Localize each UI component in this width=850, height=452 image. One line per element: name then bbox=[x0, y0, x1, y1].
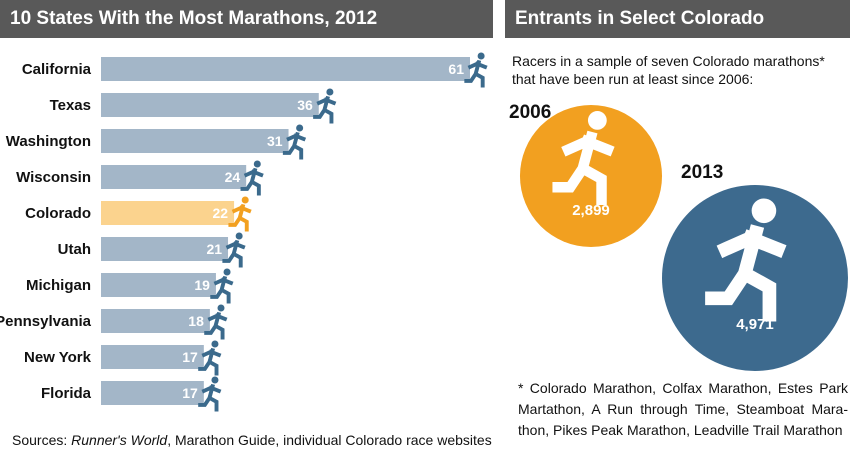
runner-icon-head bbox=[235, 232, 243, 240]
runner-icon bbox=[240, 160, 264, 196]
value-label: 31 bbox=[267, 133, 283, 149]
runner-icon-body bbox=[705, 224, 787, 322]
sources-prefix: Sources: bbox=[12, 432, 72, 448]
runner-icon-head bbox=[253, 160, 261, 168]
bar-chart-title: 10 States With the Most Marathons, 2012 bbox=[0, 0, 493, 38]
bar bbox=[101, 237, 229, 261]
category-label: New York bbox=[24, 349, 92, 366]
runner-icon-body bbox=[204, 311, 228, 340]
runner-icon bbox=[198, 340, 222, 376]
runner-icon-head bbox=[477, 52, 485, 60]
category-label: Utah bbox=[58, 241, 91, 258]
runner-icon-head bbox=[211, 376, 219, 384]
bar bbox=[101, 93, 319, 117]
category-label: California bbox=[22, 61, 92, 78]
runner-icon bbox=[222, 232, 246, 268]
runner-icon bbox=[705, 198, 787, 322]
runner-icon-body bbox=[222, 239, 246, 268]
runner-icon-head bbox=[241, 196, 249, 204]
runner-icon-body bbox=[464, 59, 488, 88]
runner-icon bbox=[552, 111, 615, 205]
footnote: * Colorado Marathon, Colfax Marathon, Es… bbox=[518, 380, 848, 438]
value-label: 36 bbox=[297, 97, 313, 113]
category-label: Washington bbox=[6, 133, 91, 150]
circle-chart-title: Entrants in Select Colorado Marathons bbox=[505, 0, 850, 67]
runner-icon-head bbox=[587, 111, 607, 130]
runner-icon-head bbox=[211, 340, 219, 348]
category-label: Florida bbox=[41, 385, 92, 402]
runner-icon-body bbox=[228, 203, 252, 232]
value-label: 61 bbox=[448, 61, 464, 77]
runner-icon-head bbox=[217, 304, 225, 312]
year-label: 2013 bbox=[681, 162, 723, 183]
category-label: Wisconsin bbox=[16, 169, 91, 186]
runner-icon-body bbox=[240, 167, 264, 196]
runner-icon bbox=[228, 196, 252, 232]
runner-icon-body bbox=[552, 130, 615, 205]
runner-icon bbox=[464, 52, 488, 88]
value-label: 21 bbox=[206, 241, 222, 257]
bar bbox=[101, 165, 247, 189]
runner-icon-head bbox=[751, 198, 777, 224]
runner-icon-body bbox=[313, 95, 337, 124]
bar bbox=[101, 129, 289, 153]
runner-icon-body bbox=[282, 131, 307, 160]
value-label: 22 bbox=[213, 205, 229, 221]
runner-icon-head bbox=[326, 88, 334, 96]
value-label: 19 bbox=[194, 277, 210, 293]
runner-icon bbox=[198, 376, 222, 412]
circle-chart: 2006 2,899 2013 4,971 bbox=[509, 102, 848, 371]
bar bbox=[101, 381, 204, 405]
runner-icon bbox=[204, 304, 228, 340]
sources-suffix: , Marathon Guide, individual Colorado ra… bbox=[167, 432, 492, 448]
sources-italic: Runner's World bbox=[71, 432, 168, 448]
runner-icon-head bbox=[223, 268, 231, 276]
runner-icon bbox=[313, 88, 337, 124]
runner-icon-head bbox=[296, 124, 304, 132]
value-label: 24 bbox=[225, 169, 241, 185]
category-label: Colorado bbox=[25, 205, 91, 222]
intro-text: Racers in a sample of seven Colorado mar… bbox=[512, 53, 825, 87]
runner-icon bbox=[282, 124, 307, 160]
value-label: 17 bbox=[182, 349, 198, 365]
runner-icon-body bbox=[198, 347, 222, 376]
category-label: Pennsylvania bbox=[0, 313, 92, 330]
sources-note: Sources: Runner's World, Marathon Guide,… bbox=[12, 432, 492, 448]
runner-icon-body bbox=[198, 383, 222, 412]
bubble-value-label: 4,971 bbox=[736, 316, 774, 333]
runner-icon bbox=[210, 268, 234, 304]
bar bbox=[101, 201, 235, 225]
year-label: 2006 bbox=[509, 102, 551, 123]
bar bbox=[101, 57, 470, 81]
bar-chart: California 61 Texas 36 Washington 31 Wisconsin… bbox=[0, 52, 488, 412]
runner-icon-body bbox=[210, 275, 234, 304]
bar bbox=[101, 309, 210, 333]
value-label: 18 bbox=[188, 313, 204, 329]
category-label: Texas bbox=[50, 97, 91, 114]
value-label: 17 bbox=[182, 385, 198, 401]
category-label: Michigan bbox=[26, 277, 91, 294]
bar bbox=[101, 273, 216, 297]
bubble-value-label: 2,899 bbox=[572, 202, 610, 219]
bar bbox=[101, 345, 204, 369]
